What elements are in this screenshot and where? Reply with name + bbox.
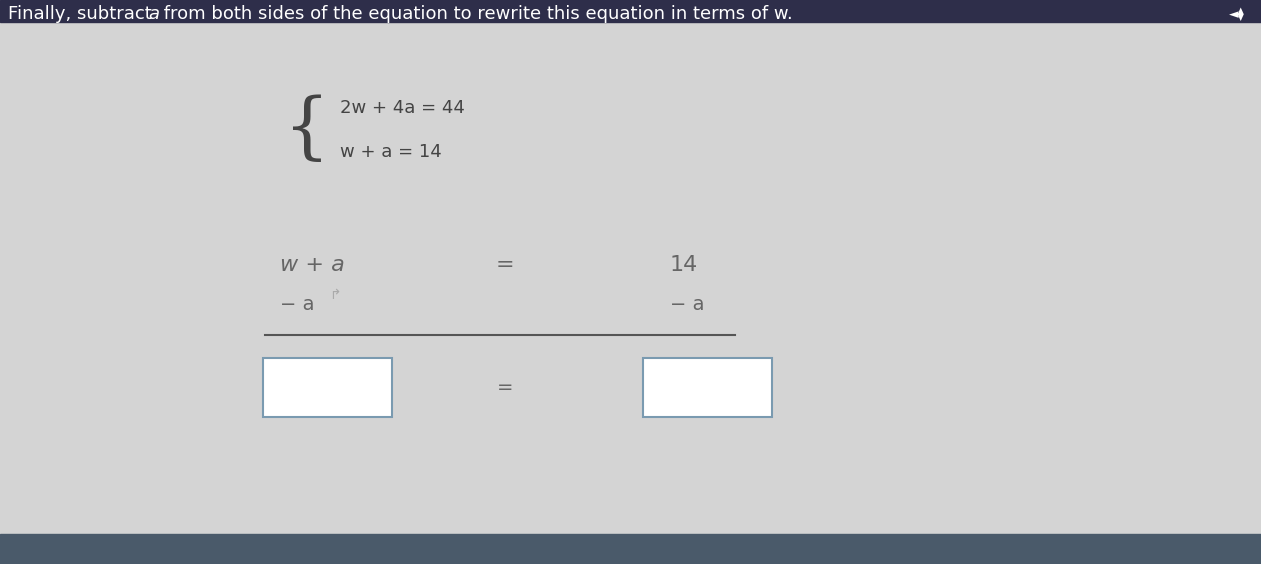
- Bar: [0, 0, 1261, 22]
- Text: ◄⧫: ◄⧫: [1229, 7, 1245, 21]
- Text: =: =: [497, 378, 513, 397]
- Text: 14: 14: [670, 255, 699, 275]
- Text: Finally, subtract: Finally, subtract: [8, 5, 158, 23]
- Text: =: =: [496, 255, 514, 275]
- Text: w + a: w + a: [280, 255, 344, 275]
- Text: − a: − a: [670, 296, 705, 315]
- Text: w + a = 14: w + a = 14: [340, 143, 441, 161]
- Text: − a: − a: [280, 296, 314, 315]
- Bar: [0, 534, 1261, 564]
- FancyBboxPatch shape: [643, 358, 772, 417]
- Text: ↱: ↱: [329, 288, 340, 302]
- Text: a: a: [148, 5, 159, 23]
- FancyBboxPatch shape: [264, 358, 392, 417]
- Text: from both sides of the equation to rewrite this equation in terms of w.: from both sides of the equation to rewri…: [158, 5, 793, 23]
- Text: {: {: [284, 95, 330, 165]
- Text: 2w + 4a = 44: 2w + 4a = 44: [340, 99, 465, 117]
